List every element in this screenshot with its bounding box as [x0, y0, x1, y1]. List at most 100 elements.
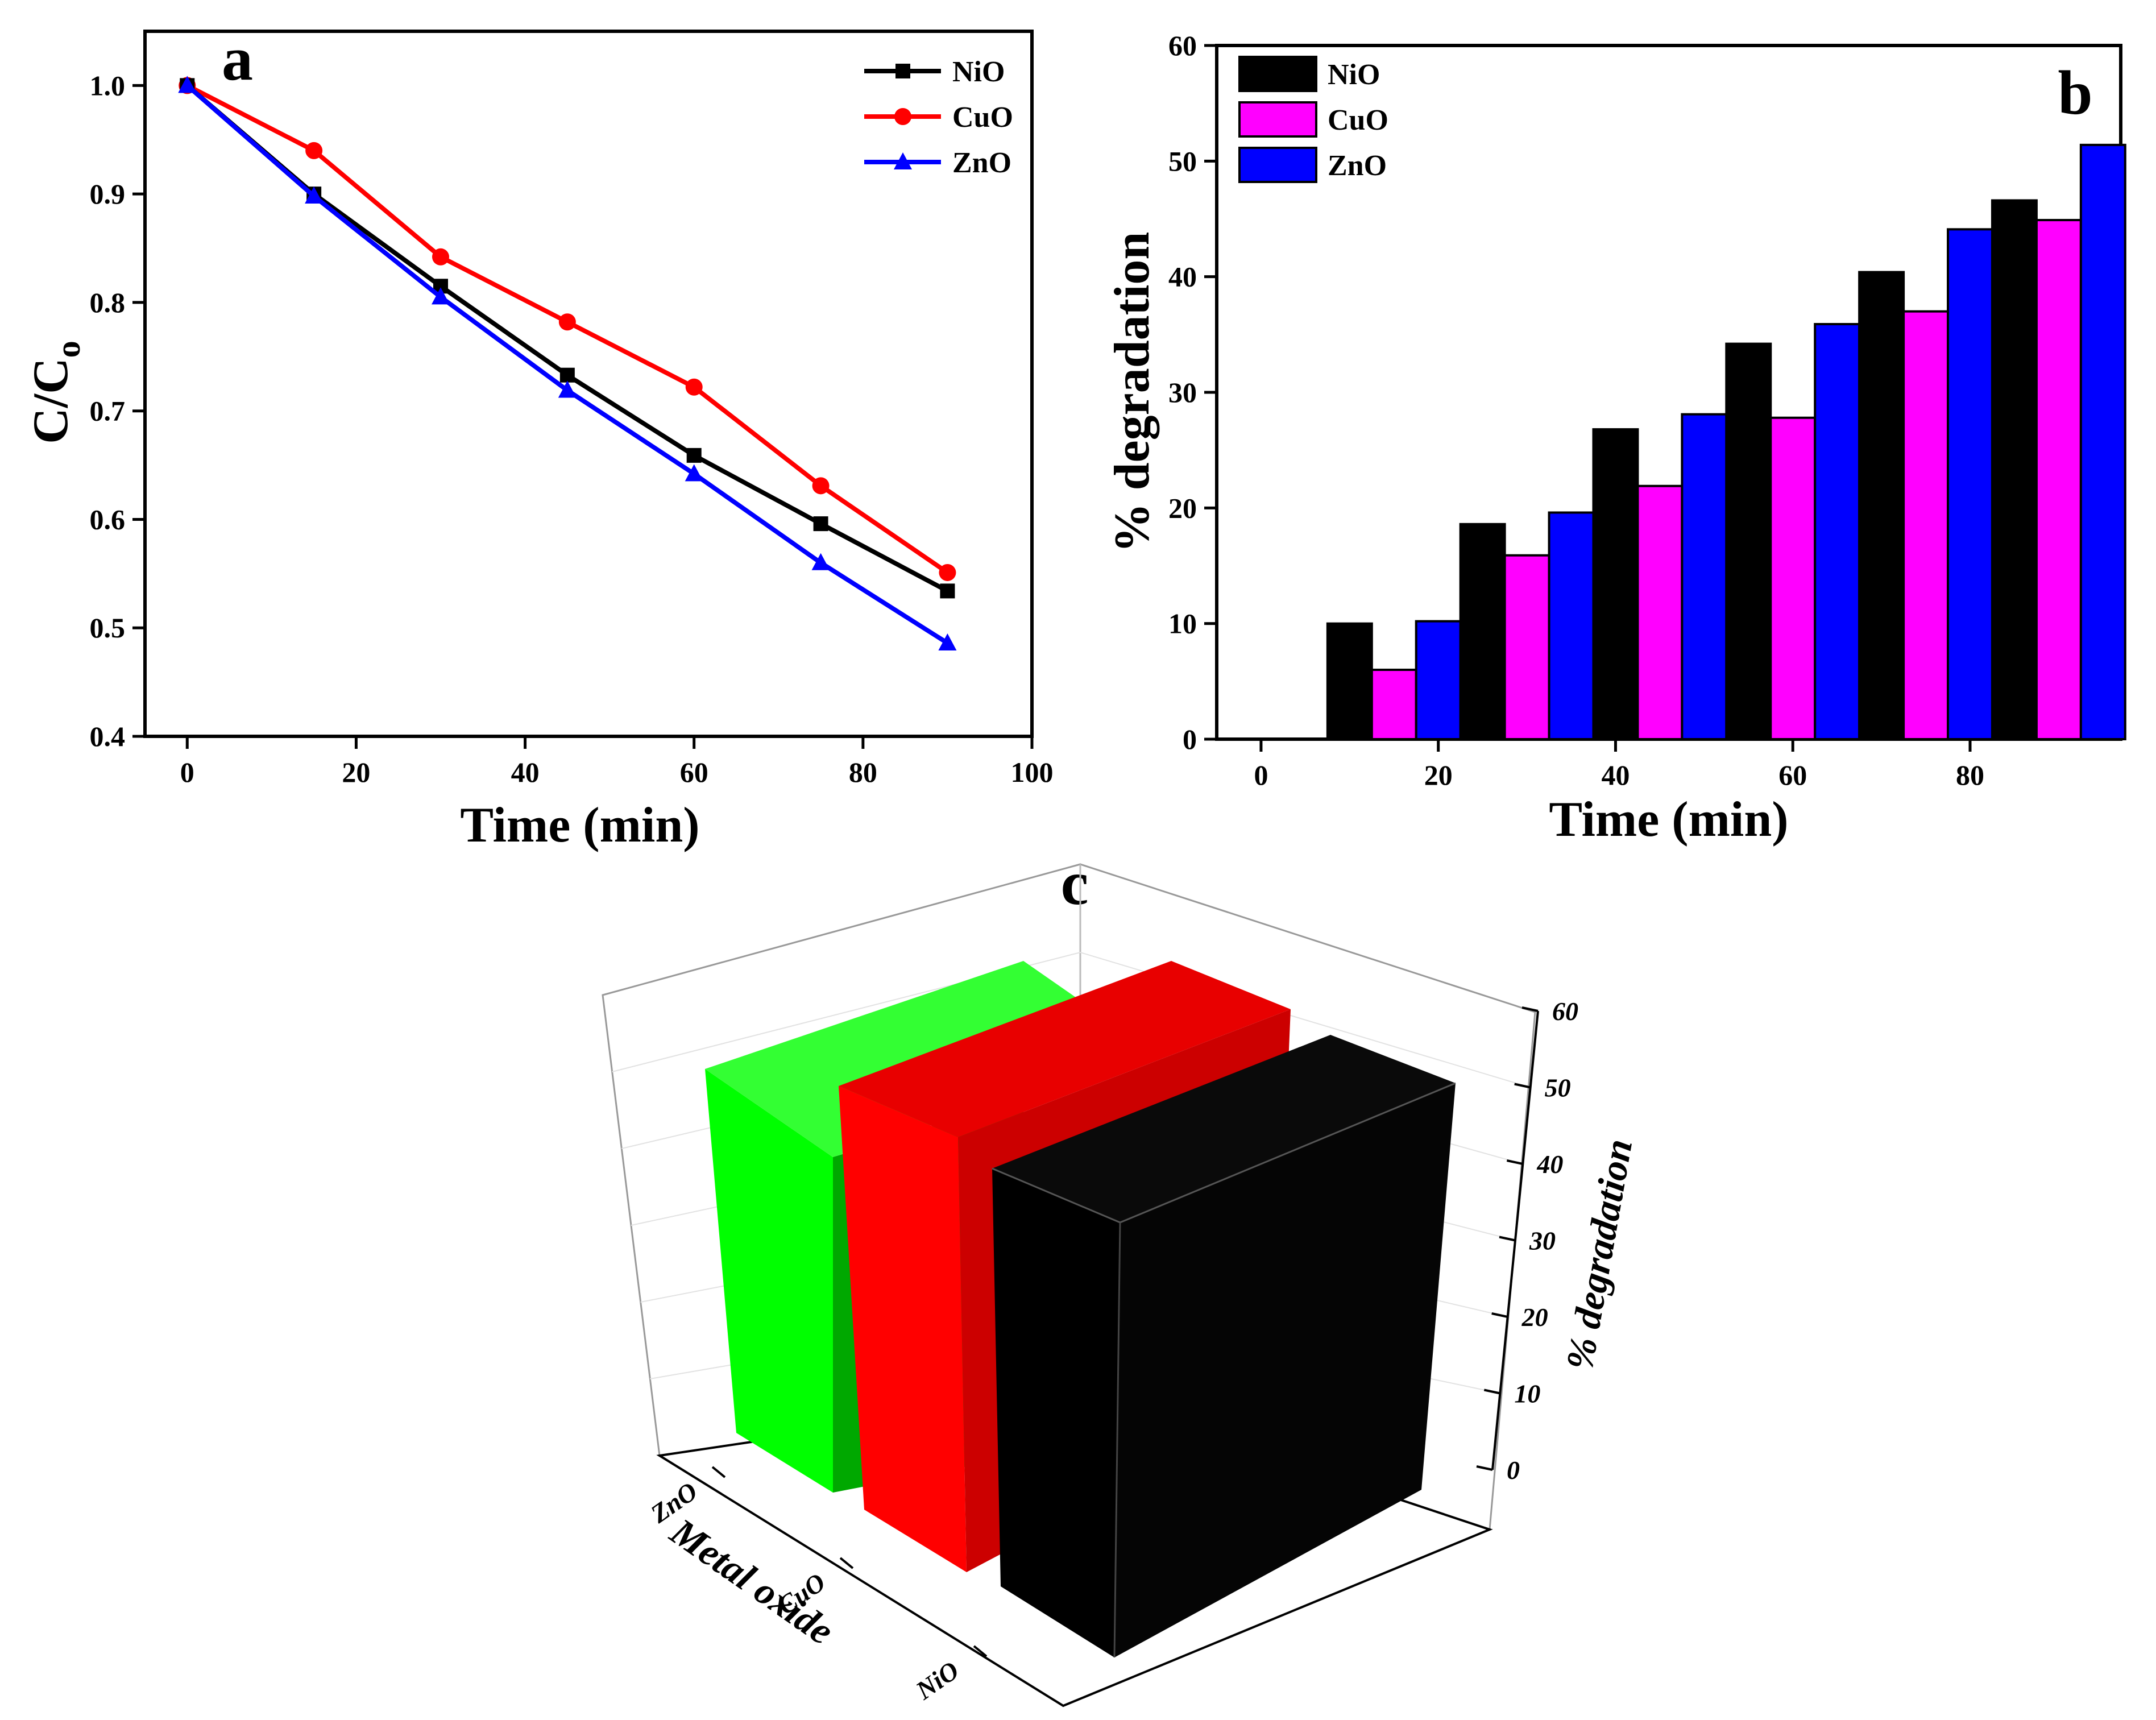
panel-a-point-zno: [432, 287, 450, 305]
legend-b-label: ZnO: [1328, 150, 1387, 182]
panel-b-letter: b: [2058, 58, 2092, 127]
panel-a-y-tick-label: 0.8: [90, 287, 126, 318]
panel-c-z-tick-mark: [1514, 1083, 1531, 1089]
panel-b-x-tick-label: 80: [1956, 759, 1984, 791]
panel-c-z-tick-mark: [1476, 1465, 1493, 1471]
panel-b-chart: b 0 20 40 60 80 0 10 20 30 40 50 60 NiO CuO ZnO Time …: [1105, 30, 2126, 847]
panel-b-bar-zno: [1415, 620, 1462, 740]
panel-b-y-tick-label: 0: [1183, 723, 1197, 755]
panel-b-bar-zno: [1947, 228, 1993, 740]
legend-a-marker: [894, 108, 911, 125]
panel-c-z-tick-label: 0: [1507, 1456, 1520, 1485]
panel-a-point-zno: [938, 633, 957, 650]
panel-b-bar-nio: [1858, 271, 1905, 740]
panel-c-z-tick-mark: [1483, 1389, 1500, 1395]
panel-a-x-tick-label: 100: [1011, 756, 1054, 788]
bar-zno-front: [705, 1069, 833, 1493]
panel-a-point-cuo: [685, 378, 703, 396]
panel-a-y-tick-label: 0.9: [90, 178, 126, 210]
legend-b-label: CuO: [1328, 104, 1388, 136]
panel-b-bar-zno: [1681, 413, 1728, 740]
panel-b-bar-cuo: [1370, 669, 1417, 740]
panel-a-frame: [143, 30, 1034, 738]
panel-a-point-zno: [685, 464, 703, 482]
panel-a-y-tick-label: 0.7: [90, 395, 126, 427]
panel-b-y-tick-label: 60: [1168, 30, 1197, 61]
panel-c-category-label: NiO: [910, 1655, 964, 1705]
panel-c-z-tick-mark: [1521, 1006, 1539, 1012]
bar-cuo-top: [839, 961, 1291, 1137]
panel-c-x-tick-mark: [839, 1557, 854, 1569]
panel-a-x-tick-label: 0: [180, 756, 194, 788]
panel-a-letter: a: [222, 24, 253, 93]
panel-b-bar-cuo: [2035, 219, 2082, 740]
panel-a-x-tick-label: 60: [680, 756, 708, 788]
legend-a-marker: [894, 152, 912, 169]
panel-a-series-line-nio: [185, 84, 949, 593]
panel-a-series-line-zno: [185, 84, 949, 645]
panel-b-y-tick-label: 50: [1168, 145, 1197, 177]
legend-b-swatch-zno: [1238, 147, 1317, 183]
panel-c-z-tick-mark: [1499, 1236, 1516, 1242]
panel-b-y-axis-label: % degradation: [1105, 232, 1160, 553]
panel-a-x-tick-label: 40: [511, 756, 540, 788]
panel-b-x-tick-label: 60: [1778, 759, 1807, 791]
panel-b-bar-nio: [1991, 199, 2038, 740]
legend-a-label: CuO: [952, 101, 1013, 134]
panel-a-point-zno: [178, 76, 197, 93]
legend-a-label: NiO: [952, 56, 1005, 88]
bar-nio-top: [992, 1035, 1456, 1222]
panel-b-bar-nio: [1326, 622, 1373, 740]
panel-a-y-tick-label: 1.0: [90, 69, 126, 101]
panel-b-x-axis-label: Time (min): [1549, 792, 1788, 847]
panel-a-point-cuo: [305, 142, 323, 159]
panel-b-bar-cuo: [1902, 310, 1950, 740]
panel-b-x-tick-label: 20: [1424, 759, 1453, 791]
panel-b-bar-nio: [1725, 342, 1772, 740]
panel-c-z-tick-mark: [1491, 1312, 1508, 1318]
panel-b-bar-nio: [1459, 523, 1506, 740]
bar-nio: [992, 1035, 1456, 1658]
panel-c-x-tick-mark: [711, 1466, 726, 1478]
panel-a-y-tick-label: 0.4: [90, 720, 126, 752]
panel-b-y-tick-label: 30: [1168, 376, 1197, 408]
panel-a-point-zno: [305, 186, 324, 204]
panel-c-z-tick-label: 50: [1545, 1074, 1571, 1103]
panel-c-z-tick-label: 30: [1529, 1226, 1556, 1255]
legend-a-label: ZnO: [952, 147, 1011, 179]
panel-b-bar-zno: [2079, 143, 2126, 740]
panel-a-point-cuo: [432, 248, 449, 266]
panel-a-chart: a 0 20 40 60 80 100 0.4 0.5 0.6 0.7 0.8 0.9 1.0 NiO C…: [23, 24, 1054, 853]
panel-c-z-tick-label: 60: [1552, 997, 1578, 1026]
panel-c-z-tick-label: 20: [1521, 1303, 1548, 1332]
legend-a-marker: [895, 64, 910, 78]
legend-b-swatch-nio: [1238, 56, 1317, 92]
panel-a-y-tick-label: 0.5: [90, 612, 126, 644]
panel-a-x-tick-label: 20: [342, 756, 370, 788]
panel-a-point-nio: [559, 367, 575, 383]
panel-b-bar-cuo: [1503, 554, 1550, 740]
panel-a-point-cuo: [939, 563, 956, 581]
panel-a-point-nio: [940, 583, 955, 599]
panel-a-point-zno: [558, 380, 577, 398]
panel-b-x-tick-label: 40: [1601, 759, 1630, 791]
panel-c-letter: c: [1061, 848, 1089, 918]
panel-a-point-cuo: [812, 477, 830, 495]
panel-b-y-tick-label: 20: [1168, 492, 1197, 524]
bar-nio-front: [992, 1168, 1120, 1657]
panel-c-z-axis-label: % degradation: [1557, 1136, 1640, 1373]
legend-b-swatch-cuo: [1238, 101, 1317, 138]
legend-b-label: NiO: [1328, 59, 1380, 91]
panel-a-y-axis-label: C/Co: [23, 341, 87, 444]
panel-b-x-tick-label: 0: [1254, 759, 1268, 791]
panel-a-y-tick-label: 0.6: [90, 503, 126, 535]
panel-a-x-axis-label: Time (min): [460, 798, 699, 853]
panel-b-bar-cuo: [1636, 484, 1684, 740]
panel-c-z-tick-mark: [1506, 1159, 1523, 1165]
panel-a-point-zno: [811, 553, 830, 570]
bar-nio-edge-vertical: [1113, 1222, 1121, 1658]
panel-a-x-tick-label: 80: [849, 756, 877, 788]
panel-b-bar-cuo: [1769, 416, 1817, 740]
